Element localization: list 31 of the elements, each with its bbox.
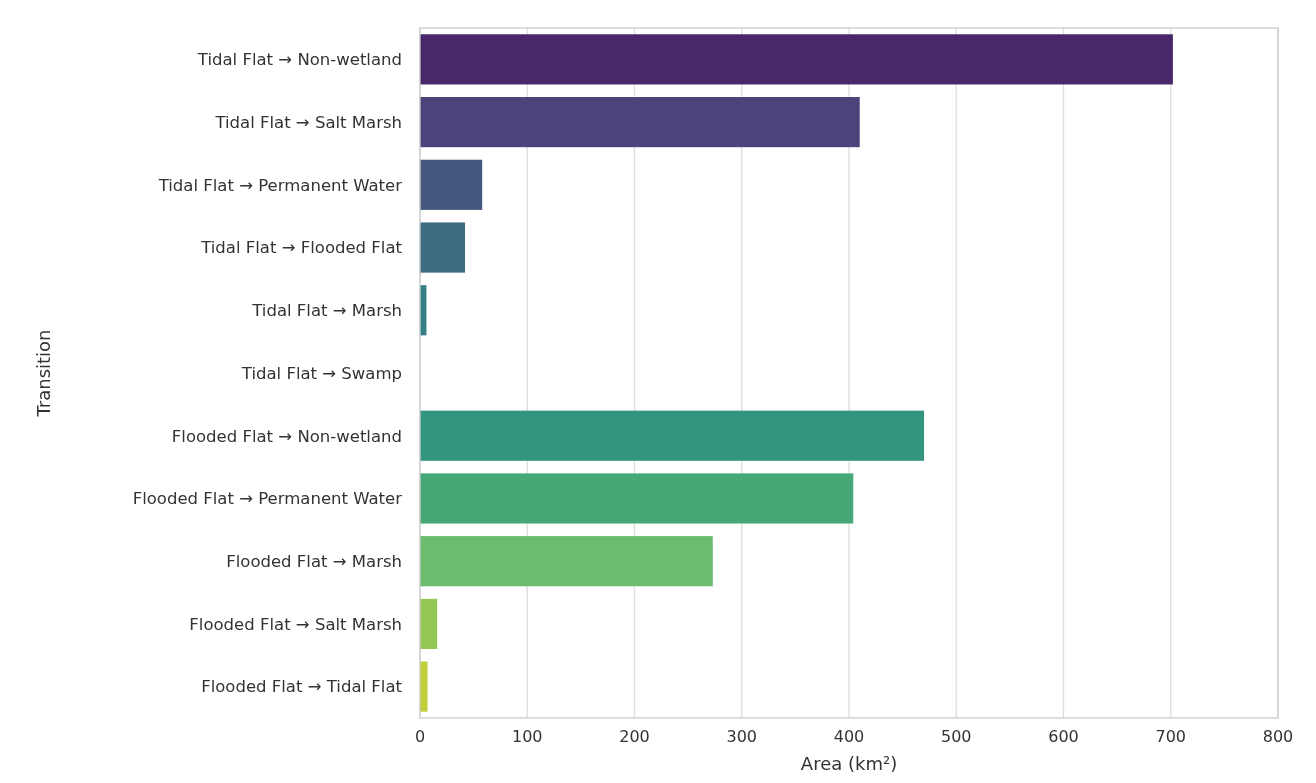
y-tick-label: Flooded Flat → Marsh bbox=[226, 551, 402, 571]
bar bbox=[420, 34, 1173, 85]
y-tick-label: Flooded Flat → Permanent Water bbox=[132, 489, 403, 509]
bar bbox=[420, 159, 483, 210]
x-tick-label: 700 bbox=[1155, 727, 1187, 746]
x-tick-label: 0 bbox=[414, 727, 426, 746]
y-tick-label: Flooded Flat → Non-wetland bbox=[171, 426, 402, 446]
bar bbox=[420, 598, 438, 649]
bar bbox=[420, 97, 860, 148]
x-tick-label: 400 bbox=[833, 727, 865, 746]
bar bbox=[420, 536, 713, 587]
y-axis-title: Transition bbox=[33, 329, 54, 418]
x-tick-label: 200 bbox=[619, 727, 650, 746]
bar bbox=[420, 410, 925, 461]
bar bbox=[420, 661, 428, 712]
y-tick-label: Tidal Flat → Marsh bbox=[251, 301, 402, 321]
y-tick-label: Flooded Flat → Salt Marsh bbox=[189, 614, 402, 634]
x-tick-label: 100 bbox=[511, 727, 543, 746]
y-tick-label: Tidal Flat → Swamp bbox=[240, 363, 402, 383]
x-tick-label: 500 bbox=[940, 727, 972, 746]
y-tick-label: Flooded Flat → Tidal Flat bbox=[201, 677, 403, 697]
bar bbox=[420, 473, 854, 524]
x-tick-label: 800 bbox=[1262, 727, 1294, 746]
bar bbox=[420, 222, 466, 273]
x-tick-label: 600 bbox=[1048, 727, 1079, 746]
x-axis-title: Area (km²) bbox=[800, 753, 898, 774]
y-tick-label: Tidal Flat → Flooded Flat bbox=[200, 238, 403, 258]
y-tick-label: Tidal Flat → Salt Marsh bbox=[214, 112, 402, 132]
y-tick-label: Tidal Flat → Permanent Water bbox=[157, 175, 403, 195]
x-tick-label: 300 bbox=[726, 727, 758, 746]
y-tick-label: Tidal Flat → Non-wetland bbox=[196, 50, 402, 70]
